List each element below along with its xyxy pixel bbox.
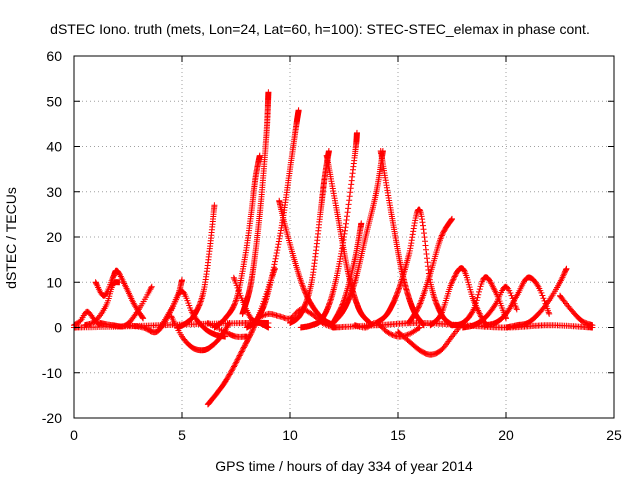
plot-area (71, 89, 596, 408)
x-tick-label: 5 (178, 427, 186, 443)
x-tick-label: 20 (498, 427, 514, 443)
series (297, 129, 360, 331)
y-tick-label: 20 (46, 229, 62, 245)
y-axis-label: dSTEC / TECUs (3, 187, 19, 289)
series (330, 320, 596, 331)
series (243, 107, 302, 331)
series (211, 152, 263, 331)
series-markers (330, 320, 596, 331)
y-tick-label: 10 (46, 274, 62, 290)
y-tick-label: 50 (46, 93, 62, 109)
x-tick-label: 15 (390, 427, 406, 443)
series-markers (239, 89, 272, 317)
series-markers (297, 129, 360, 331)
series (254, 306, 337, 331)
y-tick-label: 40 (46, 139, 62, 155)
grid (74, 56, 614, 418)
series-markers (174, 202, 218, 331)
y-tick-label: 0 (54, 320, 62, 336)
tick-labels: 0 5 10 15 20 25 -20 -10 0 10 20 30 40 50 60 (42, 48, 622, 443)
series-markers (254, 306, 337, 331)
axes (73, 55, 615, 419)
series-markers (276, 197, 337, 329)
y-tick-label: 60 (46, 48, 62, 64)
chart-title: dSTEC Iono. truth (mets, Lon=24, Lat=60,… (50, 21, 590, 37)
x-tick-label: 25 (606, 427, 622, 443)
series (157, 288, 229, 340)
series-markers (157, 288, 229, 340)
series (174, 202, 218, 331)
y-tick-label: 30 (46, 184, 62, 200)
series-markers (204, 320, 250, 340)
x-tick-label: 0 (70, 427, 78, 443)
series-markers (243, 107, 302, 331)
y-tick-label: -10 (42, 365, 62, 381)
series (276, 197, 337, 329)
series (239, 89, 272, 317)
x-axis-label: GPS time / hours of day 334 of year 2014 (215, 458, 473, 474)
series (204, 320, 250, 340)
series (395, 320, 466, 358)
series-markers (395, 320, 466, 358)
x-tick-label: 10 (282, 427, 298, 443)
series-markers (211, 152, 263, 331)
series (330, 220, 365, 326)
series-markers (330, 220, 365, 326)
y-tick-label: -20 (42, 410, 62, 426)
